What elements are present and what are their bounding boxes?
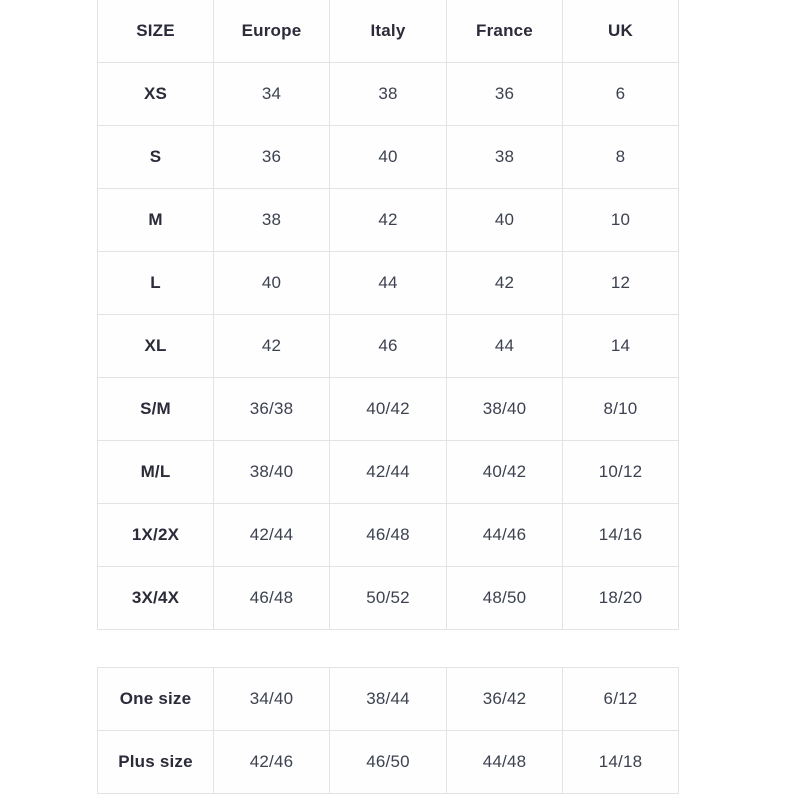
cell-france: 40/42 [446,440,563,504]
cell-uk: 18/20 [562,566,679,630]
cell-europe: 34 [213,62,330,126]
row-label-plus-size: Plus size [97,730,214,794]
cell-france: 36/42 [446,667,563,731]
cell-italy: 40/42 [329,377,447,441]
column-header-italy: Italy [329,0,447,63]
cell-france: 38/40 [446,377,563,441]
cell-europe: 38/40 [213,440,330,504]
cell-uk: 10 [562,188,679,252]
cell-uk: 8/10 [562,377,679,441]
cell-europe: 34/40 [213,667,330,731]
cell-europe: 38 [213,188,330,252]
cell-europe: 42/44 [213,503,330,567]
column-header-france: France [446,0,563,63]
cell-italy: 42 [329,188,447,252]
table-row: Plus size 42/46 46/50 44/48 14/18 [97,730,679,794]
cell-italy: 46/50 [329,730,447,794]
row-label-1x-2x: 1X/2X [97,503,214,567]
row-label-xl: XL [97,314,214,378]
row-label-one-size: One size [97,667,214,731]
cell-europe: 42 [213,314,330,378]
cell-uk: 14/16 [562,503,679,567]
row-label-s: S [97,125,214,189]
cell-italy: 46 [329,314,447,378]
table-row: M/L 38/40 42/44 40/42 10/12 [97,440,679,504]
cell-italy: 40 [329,125,447,189]
cell-europe: 36/38 [213,377,330,441]
cell-europe: 46/48 [213,566,330,630]
cell-france: 42 [446,251,563,315]
cell-italy: 44 [329,251,447,315]
row-label-s-m: S/M [97,377,214,441]
table-body: One size 34/40 38/44 36/42 6/12 Plus siz… [97,667,679,794]
table-row: 1X/2X 42/44 46/48 44/46 14/16 [97,503,679,567]
cell-italy: 50/52 [329,566,447,630]
table-row: L 40 44 42 12 [97,251,679,315]
table-row: S/M 36/38 40/42 38/40 8/10 [97,377,679,441]
cell-france: 44/46 [446,503,563,567]
one-size-plus-size-table: One size 34/40 38/44 36/42 6/12 Plus siz… [97,667,679,794]
size-conversion-table: SIZE Europe Italy France UK XS 34 38 36 … [97,0,679,630]
cell-uk: 10/12 [562,440,679,504]
column-header-uk: UK [562,0,679,63]
cell-france: 48/50 [446,566,563,630]
table-row: M 38 42 40 10 [97,188,679,252]
cell-france: 44/48 [446,730,563,794]
header-row: SIZE Europe Italy France UK [97,0,679,63]
cell-italy: 38/44 [329,667,447,731]
table-body: XS 34 38 36 6 S 36 40 38 8 M 38 42 40 10 [97,62,679,630]
row-label-3x-4x: 3X/4X [97,566,214,630]
cell-uk: 12 [562,251,679,315]
cell-uk: 14/18 [562,730,679,794]
cell-europe: 36 [213,125,330,189]
cell-europe: 42/46 [213,730,330,794]
cell-france: 36 [446,62,563,126]
table-row: XS 34 38 36 6 [97,62,679,126]
cell-uk: 14 [562,314,679,378]
cell-uk: 8 [562,125,679,189]
column-header-size: SIZE [97,0,214,63]
cell-italy: 46/48 [329,503,447,567]
table-row: XL 42 46 44 14 [97,314,679,378]
cell-uk: 6 [562,62,679,126]
cell-uk: 6/12 [562,667,679,731]
row-label-m: M [97,188,214,252]
table-row: 3X/4X 46/48 50/52 48/50 18/20 [97,566,679,630]
cell-europe: 40 [213,251,330,315]
cell-italy: 42/44 [329,440,447,504]
cell-france: 44 [446,314,563,378]
row-label-xs: XS [97,62,214,126]
table-row: S 36 40 38 8 [97,125,679,189]
row-label-m-l: M/L [97,440,214,504]
table-row: One size 34/40 38/44 36/42 6/12 [97,667,679,731]
cell-france: 38 [446,125,563,189]
column-header-europe: Europe [213,0,330,63]
cell-france: 40 [446,188,563,252]
cell-italy: 38 [329,62,447,126]
table-header: SIZE Europe Italy France UK [97,0,679,63]
row-label-l: L [97,251,214,315]
